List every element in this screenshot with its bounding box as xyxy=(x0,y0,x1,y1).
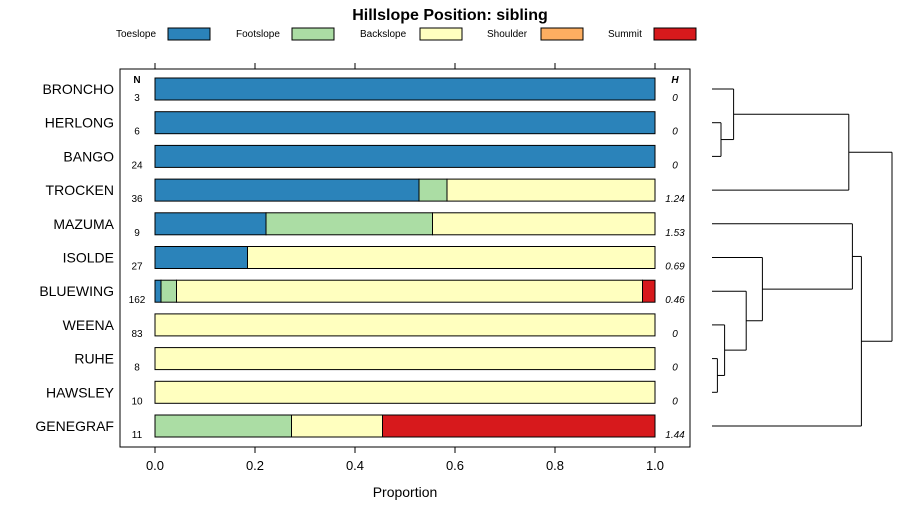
h-value: 1.53 xyxy=(665,228,685,239)
category-label: BANGO xyxy=(63,148,114,164)
n-value: 6 xyxy=(134,127,140,138)
category-label: BRONCHO xyxy=(42,81,114,97)
bar-segment xyxy=(154,77,656,101)
h-value: 1.24 xyxy=(665,194,685,205)
bar-segment xyxy=(265,212,433,236)
bars-group: BRONCHO 3 0 HERLONG 6 0 BANGO 24 0 TROCKEN 36 1.24 M… xyxy=(35,77,685,441)
n-value: 10 xyxy=(131,396,143,407)
plot-panel xyxy=(119,68,691,448)
n-value: 11 xyxy=(132,430,143,441)
bar-segment xyxy=(247,246,656,269)
x-tick-label: 0.6 xyxy=(446,458,464,473)
legend-swatch xyxy=(291,27,335,41)
bar-segment xyxy=(154,279,162,303)
category-label: HAWSLEY xyxy=(46,384,115,400)
bar-segment xyxy=(154,111,656,135)
category-label: WEENA xyxy=(63,317,115,333)
bar-segment xyxy=(160,279,177,303)
x-axis: 0.0 0.2 0.4 0.6 0.8 1.0 xyxy=(146,63,664,473)
n-value: 8 xyxy=(134,363,140,374)
x-tick-label: 0.4 xyxy=(346,458,364,473)
h-value: 0 xyxy=(672,127,678,138)
bar-segment xyxy=(642,279,656,303)
legend-swatch xyxy=(419,27,463,41)
n-value: 24 xyxy=(131,160,143,171)
h-value: 0 xyxy=(672,396,678,407)
x-tick-label: 0.2 xyxy=(246,458,264,473)
h-value: 0 xyxy=(672,329,678,340)
n-value: 3 xyxy=(134,93,140,104)
x-tick-label: 0.0 xyxy=(146,458,164,473)
bar-segment xyxy=(154,212,267,236)
category-label: HERLONG xyxy=(45,115,114,131)
bar-segment xyxy=(432,212,656,236)
legend-label: Toeslope xyxy=(116,29,156,40)
legend-swatch xyxy=(653,27,697,41)
bar-segment xyxy=(154,144,656,168)
bar-segment xyxy=(176,279,643,303)
category-label: BLUEWING xyxy=(39,283,114,299)
n-value: 83 xyxy=(131,329,143,340)
category-label: GENEGRAF xyxy=(35,418,114,434)
legend-label: Shoulder xyxy=(487,29,528,40)
legend: Toeslope Footslope Backslope Shoulder Summit xyxy=(116,27,697,41)
legend-swatch xyxy=(540,27,584,41)
x-tick-label: 1.0 xyxy=(646,458,664,473)
category-label: RUHE xyxy=(74,351,114,367)
bar-segment xyxy=(154,246,248,269)
h-value: 0 xyxy=(672,93,678,104)
h-value: 1.44 xyxy=(665,430,685,441)
h-value: 0.69 xyxy=(665,262,685,273)
h-value: 0 xyxy=(672,160,678,171)
n-value: 9 xyxy=(134,228,140,239)
dendrogram xyxy=(712,88,893,427)
bar-segment xyxy=(154,178,420,202)
category-label: ISOLDE xyxy=(63,250,114,266)
bar-segment xyxy=(154,414,292,438)
bar-segment xyxy=(154,347,656,371)
chart-title: Hillslope Position: sibling xyxy=(352,7,548,24)
h-value: 0.46 xyxy=(665,295,685,306)
legend-label: Backslope xyxy=(360,29,407,40)
legend-label: Summit xyxy=(608,29,642,40)
h-column-header: H xyxy=(671,75,679,86)
n-value: 27 xyxy=(131,262,143,273)
x-axis-title: Proportion xyxy=(373,484,438,500)
bar-segment xyxy=(154,313,656,337)
bar-segment xyxy=(418,178,448,202)
h-value: 0 xyxy=(672,363,678,374)
x-tick-label: 0.8 xyxy=(546,458,564,473)
legend-swatch xyxy=(167,27,211,41)
category-label: TROCKEN xyxy=(46,182,114,198)
n-value: 36 xyxy=(131,194,143,205)
bar-segment xyxy=(446,178,656,202)
legend-label: Footslope xyxy=(236,29,280,40)
bar-segment xyxy=(382,414,656,438)
bar-segment xyxy=(154,380,656,404)
category-label: MAZUMA xyxy=(53,216,114,232)
n-value: 162 xyxy=(129,295,146,306)
n-column-header: N xyxy=(133,75,140,86)
bar-segment xyxy=(291,414,383,438)
